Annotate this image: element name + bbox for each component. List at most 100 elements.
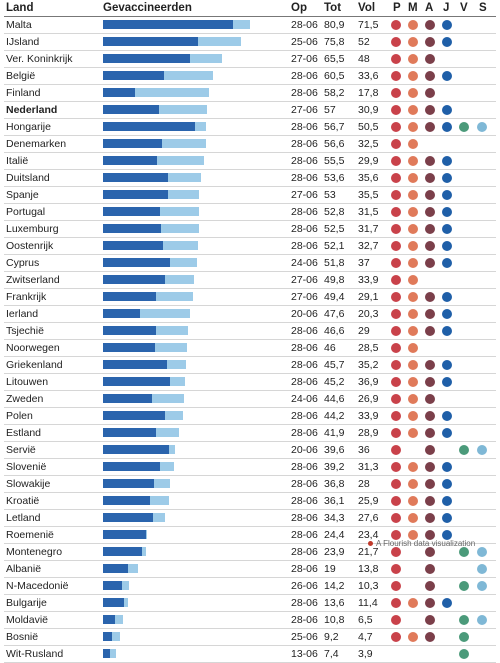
bar-vol [103, 207, 161, 216]
vaccine-p-dot [391, 547, 401, 557]
country-name: Frankrijk [6, 291, 47, 303]
vaccine-m-dot [408, 632, 418, 642]
cell-tot: 45,7 [324, 359, 345, 371]
vaccine-m-dot [408, 462, 418, 472]
cell-vol: 48 [358, 53, 370, 65]
country-name: Letland [6, 512, 41, 524]
cell-op: 28-06 [291, 342, 318, 354]
table-row: Kroatië 28-06 36,1 25,9 [0, 493, 500, 510]
cell-vol: 13,8 [358, 563, 379, 575]
row-divider [4, 33, 496, 34]
vaccine-p-dot [391, 326, 401, 336]
cell-tot: 75,8 [324, 36, 345, 48]
vaccine-p-dot [391, 394, 401, 404]
bar-vol [103, 88, 136, 97]
cell-op: 28-06 [291, 614, 318, 626]
header-s: S [479, 2, 487, 14]
table-row: Ver. Koninkrijk 27-06 65,5 48 [0, 51, 500, 68]
cell-vol: 11,4 [358, 597, 378, 609]
row-divider [4, 67, 496, 68]
vaccine-a-dot [425, 156, 435, 166]
cell-op: 26-06 [291, 580, 318, 592]
vaccine-m-dot [408, 139, 418, 149]
cell-tot: 36,8 [324, 478, 345, 490]
bar-vol [103, 581, 122, 590]
cell-op: 28-06 [291, 87, 318, 99]
cell-op: 20-06 [291, 308, 318, 320]
vaccine-a-dot [425, 360, 435, 370]
bar-vol [103, 241, 163, 250]
bar-vol [103, 258, 171, 267]
vaccine-s-dot [477, 445, 487, 455]
cell-vol: 35,6 [358, 172, 379, 184]
cell-tot: 41,9 [324, 427, 345, 439]
vaccine-j-dot [442, 258, 452, 268]
table-row: Letland 28-06 34,3 27,6 [0, 510, 500, 527]
table-row: Litouwen 28-06 45,2 36,9 [0, 374, 500, 391]
table-row: Zweden 24-06 44,6 26,9 [0, 391, 500, 408]
vaccine-p-dot [391, 20, 401, 30]
cell-op: 27-06 [291, 291, 318, 303]
country-name: Portugal [6, 206, 46, 218]
vaccine-p-dot [391, 258, 401, 268]
table-row: Roemenië 28-06 24,4 23,4 [0, 527, 500, 544]
row-divider [4, 543, 496, 544]
country-name: Zweden [6, 393, 44, 405]
country-name: IJsland [6, 36, 40, 48]
cell-tot: 9,2 [324, 631, 339, 643]
vaccine-a-dot [425, 20, 435, 30]
cell-tot: 39,6 [324, 444, 345, 456]
cell-tot: 49,4 [324, 291, 345, 303]
vaccine-j-dot [442, 71, 452, 81]
vaccine-a-dot [425, 326, 435, 336]
vaccine-p-dot [391, 275, 401, 285]
cell-tot: 52,8 [324, 206, 345, 218]
country-name: Polen [6, 410, 33, 422]
vaccine-m-dot [408, 173, 418, 183]
bar-vol [103, 173, 168, 182]
table-row: België 28-06 60,5 33,6 [0, 68, 500, 85]
vaccine-m-dot [408, 122, 418, 132]
cell-op: 28-06 [291, 529, 318, 541]
table-row: Cyprus 24-06 51,8 37 [0, 255, 500, 272]
table-row: Nederland 27-06 57 30,9 [0, 102, 500, 119]
cell-op: 28-06 [291, 172, 318, 184]
vaccine-j-dot [442, 241, 452, 251]
bar-vol [103, 479, 154, 488]
vaccine-p-dot [391, 377, 401, 387]
cell-op: 28-06 [291, 155, 318, 167]
cell-vol: 29,1 [358, 291, 379, 303]
vaccine-j-dot [442, 292, 452, 302]
cell-tot: 10,8 [324, 614, 345, 626]
table-row: IJsland 25-06 75,8 52 [0, 34, 500, 51]
bar-vol [103, 615, 115, 624]
vaccine-j-dot [442, 173, 452, 183]
bar-vol [103, 598, 124, 607]
country-name: Ver. Koninkrijk [6, 53, 73, 65]
country-name: Slovenië [6, 461, 47, 473]
cell-vol: 35,5 [358, 189, 379, 201]
cell-op: 28-06 [291, 376, 318, 388]
vaccine-j-dot [442, 598, 452, 608]
vaccine-v-dot [459, 547, 469, 557]
row-divider [4, 254, 496, 255]
vaccine-p-dot [391, 190, 401, 200]
table-row: Moldavië 28-06 10,8 6,5 [0, 612, 500, 629]
cell-vol: 50,5 [358, 121, 379, 133]
vaccine-m-dot [408, 377, 418, 387]
bar-vol [103, 564, 129, 573]
vaccine-m-dot [408, 37, 418, 47]
vaccine-p-dot [391, 615, 401, 625]
bar-vol [103, 530, 146, 539]
bar-vol [103, 513, 154, 522]
cell-vol: 23,4 [358, 529, 379, 541]
vaccine-m-dot [408, 598, 418, 608]
vaccine-j-dot [442, 224, 452, 234]
vaccine-a-dot [425, 632, 435, 642]
row-divider [4, 203, 496, 204]
vaccine-p-dot [391, 173, 401, 183]
cell-tot: 56,7 [324, 121, 345, 133]
bar-vol [103, 275, 165, 284]
cell-vol: 35,2 [358, 359, 379, 371]
row-divider [4, 305, 496, 306]
